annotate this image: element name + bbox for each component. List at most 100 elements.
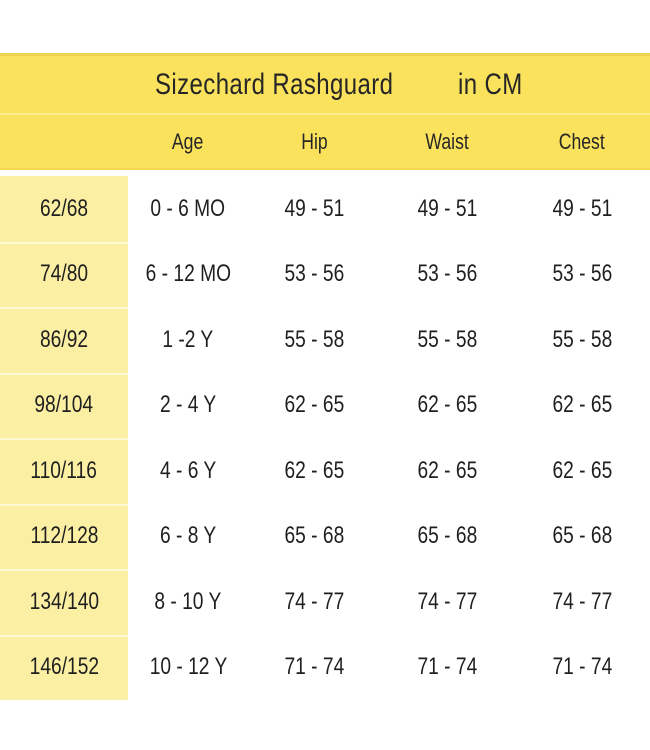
waist-cell: 55 - 58: [381, 307, 514, 373]
chest-cell: 53 - 56: [514, 242, 650, 308]
column-header-age-label: Age: [172, 128, 204, 154]
column-header-hip-label: Hip: [301, 128, 328, 154]
waist-cell: 74 - 77: [381, 569, 514, 635]
age-value: 6 - 12 MO: [145, 260, 231, 288]
size-value: 134/140: [29, 587, 99, 615]
table-row: 146/152 10 - 12 Y 71 - 74 71 - 74 71 - 7…: [0, 634, 650, 701]
size-cell: 86/92: [0, 307, 128, 373]
waist-value: 71 - 74: [417, 653, 478, 681]
size-cell: 110/116: [0, 438, 128, 504]
size-cell: 62/68: [0, 176, 128, 242]
waist-value: 62 - 65: [417, 391, 478, 419]
chest-cell: 62 - 65: [514, 373, 650, 439]
hip-cell: 55 - 58: [248, 307, 381, 373]
chest-cell: 65 - 68: [514, 504, 650, 570]
size-value: 86/92: [39, 325, 89, 353]
chest-value: 53 - 56: [552, 260, 612, 288]
hip-cell: 74 - 77: [248, 569, 381, 635]
hip-cell: 62 - 65: [248, 373, 381, 439]
waist-value: 62 - 65: [417, 456, 478, 484]
chest-value: 62 - 65: [552, 456, 612, 484]
chest-value: 65 - 68: [552, 522, 612, 550]
waist-value: 74 - 77: [417, 587, 478, 615]
size-cell: 112/128: [0, 503, 128, 569]
age-value: 8 - 10 Y: [154, 587, 222, 615]
age-cell: 8 - 10 Y: [128, 569, 248, 635]
table-row: 98/104 2 - 4 Y 62 - 65 62 - 65 62 - 65: [0, 372, 650, 439]
hip-value: 74 - 77: [284, 587, 345, 615]
hip-value: 62 - 65: [284, 391, 345, 419]
age-value: 6 - 8 Y: [159, 522, 217, 550]
hip-value: 49 - 51: [284, 194, 345, 222]
age-cell: 6 - 8 Y: [128, 504, 248, 570]
table-row: 112/128 6 - 8 Y 65 - 68 65 - 68 65 - 68: [0, 503, 650, 570]
column-header-row: Age Hip Waist Chest: [0, 115, 650, 168]
size-value: 98/104: [34, 391, 94, 419]
age-value: 4 - 6 Y: [159, 456, 217, 484]
waist-cell: 53 - 56: [381, 242, 514, 308]
chest-value: 62 - 65: [552, 391, 612, 419]
column-header-chest-label: Chest: [558, 128, 605, 154]
table-row: 134/140 8 - 10 Y 74 - 77 74 - 77 74 - 77: [0, 569, 650, 635]
chart-unit-label: in CM: [458, 67, 523, 101]
waist-cell: 49 - 51: [381, 176, 514, 242]
chest-cell: 49 - 51: [514, 176, 650, 242]
table-row: 74/80 6 - 12 MO 53 - 56 53 - 56 53 - 56: [0, 241, 650, 308]
age-value: 2 - 4 Y: [159, 391, 217, 419]
column-header-hip: Hip: [248, 129, 381, 155]
chest-cell: 71 - 74: [514, 635, 650, 701]
age-value: 10 - 12 Y: [149, 653, 227, 681]
age-value: 0 - 6 MO: [150, 194, 226, 222]
chest-value: 55 - 58: [552, 325, 612, 353]
chest-value: 74 - 77: [552, 587, 612, 615]
column-header-age: Age: [128, 129, 248, 155]
waist-cell: 71 - 74: [381, 635, 514, 701]
chart-title: Sizechard Rashguard: [155, 67, 394, 101]
size-value: 62/68: [39, 194, 89, 222]
hip-cell: 65 - 68: [248, 504, 381, 570]
size-cell: 134/140: [0, 569, 128, 635]
chest-cell: 55 - 58: [514, 307, 650, 373]
age-value: 1 -2 Y: [162, 325, 214, 353]
size-value: 146/152: [29, 653, 99, 681]
waist-cell: 62 - 65: [381, 438, 514, 504]
chest-value: 49 - 51: [552, 194, 612, 222]
hip-cell: 53 - 56: [248, 242, 381, 308]
table-row: 110/116 4 - 6 Y 62 - 65 62 - 65 62 - 65: [0, 438, 650, 504]
age-cell: 6 - 12 MO: [128, 242, 248, 308]
waist-value: 55 - 58: [417, 325, 478, 353]
waist-cell: 65 - 68: [381, 504, 514, 570]
hip-value: 71 - 74: [284, 653, 345, 681]
hip-cell: 71 - 74: [248, 635, 381, 701]
table-row: 86/92 1 -2 Y 55 - 58 55 - 58 55 - 58: [0, 307, 650, 373]
hip-cell: 62 - 65: [248, 438, 381, 504]
column-header-chest: Chest: [514, 129, 650, 155]
waist-value: 65 - 68: [417, 522, 478, 550]
age-cell: 2 - 4 Y: [128, 373, 248, 439]
size-cell: 74/80: [0, 241, 128, 307]
chest-value: 71 - 74: [552, 653, 612, 681]
waist-value: 49 - 51: [417, 194, 478, 222]
column-header-waist-label: Waist: [425, 128, 470, 154]
hip-cell: 49 - 51: [248, 176, 381, 242]
waist-value: 53 - 56: [417, 260, 478, 288]
size-value: 74/80: [39, 260, 89, 288]
size-value: 110/116: [30, 456, 98, 484]
size-value: 112/128: [29, 522, 98, 550]
table-row: 62/68 0 - 6 MO 49 - 51 49 - 51 49 - 51: [0, 176, 650, 242]
column-header-waist: Waist: [381, 129, 514, 155]
hip-value: 53 - 56: [284, 260, 345, 288]
age-cell: 4 - 6 Y: [128, 438, 248, 504]
size-cell: 98/104: [0, 372, 128, 438]
age-cell: 10 - 12 Y: [128, 635, 248, 701]
hip-value: 55 - 58: [284, 325, 345, 353]
title-row: Sizechard Rashguard in CM: [0, 56, 650, 115]
chest-cell: 62 - 65: [514, 438, 650, 504]
table-body: 62/68 0 - 6 MO 49 - 51 49 - 51 49 - 51 7…: [0, 176, 650, 700]
size-cell: 146/152: [0, 634, 128, 700]
hip-value: 62 - 65: [284, 456, 345, 484]
table-header-band: Sizechard Rashguard in CM Age Hip Waist …: [0, 53, 650, 170]
hip-value: 65 - 68: [284, 522, 345, 550]
chest-cell: 74 - 77: [514, 569, 650, 635]
